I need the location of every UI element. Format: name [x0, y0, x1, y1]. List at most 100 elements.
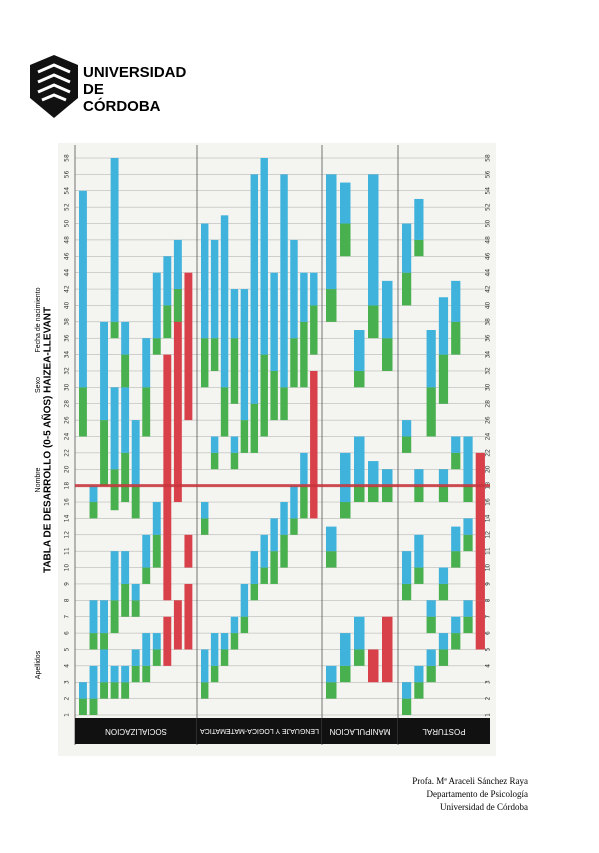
milestone-early — [463, 485, 473, 503]
milestone-early — [438, 485, 449, 503]
milestone-late — [451, 616, 461, 634]
tick-label: 16 — [64, 498, 71, 506]
milestone-early — [354, 485, 365, 503]
milestone-late — [230, 289, 239, 339]
tick-label: 5 — [64, 647, 71, 651]
milestone-late — [100, 600, 108, 634]
milestone-early — [220, 649, 229, 666]
tick-label: 9 — [485, 582, 492, 586]
milestone-late — [300, 452, 308, 486]
milestone-late — [240, 289, 249, 421]
milestone-early — [300, 321, 308, 388]
milestone-early — [290, 518, 298, 535]
milestone-early — [270, 370, 278, 421]
section-label: SOCIALIZACION — [105, 727, 167, 736]
milestone-early — [250, 403, 259, 453]
milestone-late — [326, 174, 337, 290]
milestone-early — [230, 338, 239, 404]
milestone-late — [300, 272, 308, 322]
milestone-early — [110, 469, 119, 511]
milestone-late — [426, 600, 436, 617]
tick-label: 16 — [485, 498, 492, 506]
milestone-early — [402, 698, 412, 715]
tick-label: 1 — [485, 713, 492, 717]
milestone-early — [414, 485, 424, 503]
milestone-early — [201, 518, 209, 535]
milestone-late — [368, 174, 379, 306]
tick-label: 8 — [485, 598, 492, 602]
section-header — [398, 718, 490, 744]
tick-label: 10 — [485, 564, 492, 572]
milestone-alert — [475, 600, 485, 650]
milestone-early — [210, 452, 219, 470]
milestone-late — [451, 526, 461, 552]
milestone-early — [210, 665, 219, 683]
milestone-late — [382, 280, 393, 339]
milestone-late — [260, 534, 268, 568]
tick-label: 9 — [64, 582, 71, 586]
milestone-early — [152, 338, 161, 355]
milestone-late — [121, 665, 130, 683]
tick-label: 7 — [64, 615, 71, 619]
tick-label: 48 — [485, 236, 492, 244]
tick-label: 58 — [64, 154, 71, 162]
tick-label: 34 — [64, 351, 71, 359]
milestone-early — [438, 354, 449, 404]
milestone-early — [451, 452, 461, 470]
milestone-late — [142, 338, 151, 388]
form-field: Sexo — [35, 377, 42, 393]
milestone-late — [220, 215, 229, 388]
milestone-late — [414, 198, 424, 240]
milestone-alert — [184, 583, 193, 650]
footer-line: Departamento de Psicología — [427, 789, 528, 799]
milestone-early — [414, 682, 424, 699]
milestone-early — [451, 551, 461, 568]
milestone-early — [100, 420, 108, 486]
tick-label: 30 — [64, 383, 71, 391]
milestone-early — [121, 682, 130, 699]
tick-label: 28 — [64, 400, 71, 408]
milestone-early — [451, 633, 461, 650]
milestone-late — [110, 665, 119, 683]
tick-label: 12 — [485, 531, 492, 539]
milestone-alert — [173, 272, 182, 503]
milestone-early — [100, 682, 108, 699]
milestone-early — [438, 649, 449, 666]
tick-label: 2 — [64, 697, 71, 701]
tick-label: 11 — [485, 547, 492, 555]
milestone-alert — [310, 370, 318, 519]
tick-label: 20 — [485, 465, 492, 473]
tick-label: 12 — [64, 531, 71, 539]
form-field: Apellidos — [35, 650, 42, 679]
milestone-early — [280, 534, 288, 568]
milestone-early — [426, 387, 436, 437]
logo-text: UNIVERSIDAD — [83, 64, 187, 81]
tick-label: 3 — [64, 680, 71, 684]
milestone-early — [230, 633, 239, 650]
tick-label: 6 — [64, 631, 71, 635]
form-field: Fecha de nacimiento — [35, 287, 42, 352]
milestone-late — [121, 387, 130, 453]
tick-label: 20 — [64, 465, 71, 473]
tick-label: 26 — [485, 416, 492, 424]
milestone-early — [240, 616, 249, 634]
milestone-late — [131, 583, 140, 601]
logo-text: CÓRDOBA — [83, 97, 161, 115]
milestone-late — [173, 239, 182, 290]
milestone-late — [220, 633, 229, 650]
milestone-early — [426, 665, 436, 683]
tick-label: 54 — [485, 187, 492, 195]
milestone-early — [152, 649, 161, 666]
milestone-early — [142, 387, 151, 437]
tick-label: 5 — [485, 647, 492, 651]
milestone-early — [326, 682, 337, 699]
milestone-late — [250, 551, 259, 584]
tick-label: 18 — [64, 482, 71, 490]
milestone-early — [110, 600, 119, 634]
milestone-late — [280, 502, 288, 535]
milestone-late — [201, 649, 209, 683]
milestone-alert — [382, 616, 393, 683]
milestone-early — [250, 583, 259, 601]
milestone-late — [201, 223, 209, 339]
milestone-early — [131, 665, 140, 683]
